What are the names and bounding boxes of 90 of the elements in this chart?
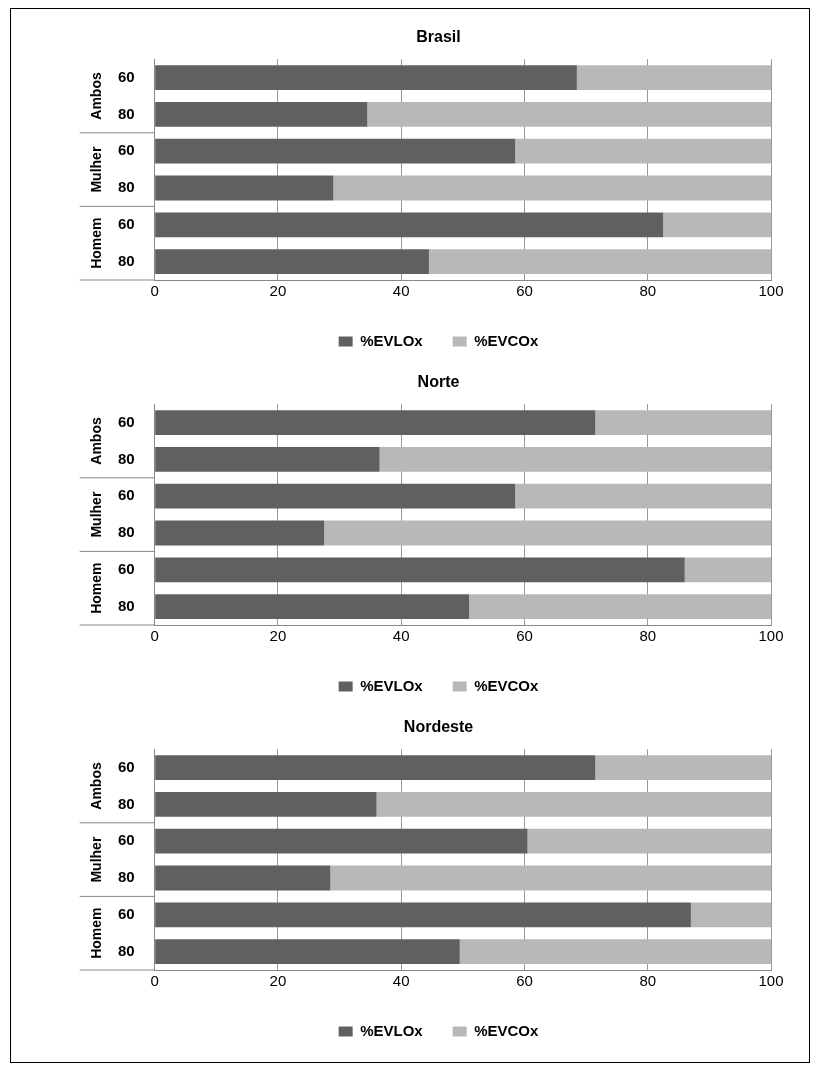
bar [155,939,460,965]
x-tick-label: 20 [269,282,287,300]
legend-label: %EVCOx [474,331,540,349]
text: Mulher [87,146,104,193]
bar [515,138,771,164]
bar [155,410,596,436]
x-tick-label: 60 [516,972,533,990]
bar [663,212,771,238]
chart-title: Norte [417,373,460,391]
y-tick-label: 80 [118,104,135,122]
chart-title: Brasil [416,28,461,46]
y-tick-label: 80 [118,941,135,959]
x-tick-label: 100 [758,282,784,300]
y-tick-label: 80 [118,449,135,467]
bar [379,446,771,472]
bar [459,939,771,965]
bar [330,865,771,891]
y-tick-label: 60 [118,486,135,504]
text: Ambos [87,72,104,120]
y-tick-label: 80 [118,794,135,812]
bar [428,249,771,275]
bar [155,520,325,546]
x-tick-label: 40 [392,627,410,645]
bar [155,65,577,91]
y-tick-label: 60 [118,214,135,232]
y-tick-label: 80 [118,523,135,541]
text: Ambos [87,417,104,465]
y-tick-label: 60 [118,141,135,159]
x-tick-label: 60 [516,627,533,645]
bar [155,791,377,817]
y-tick-label: 60 [118,412,135,430]
bar [155,175,334,201]
bar [155,755,596,781]
y-tick-label: 60 [118,559,135,577]
y-tick-label: 60 [118,757,135,775]
bar [155,902,691,928]
legend-label: %EVCOx [474,1021,540,1039]
y-tick-label: 80 [118,868,135,886]
y-tick-label: 80 [118,596,135,614]
y-tick-label: 60 [118,831,135,849]
bar [595,410,771,436]
bar [155,446,380,472]
bar [155,212,664,238]
bar [155,557,685,583]
text: Homem [87,217,104,269]
x-tick-label: 40 [392,282,410,300]
text: Homem [87,907,104,959]
legend-label: %EVLOx [360,1021,424,1039]
x-tick-label: 80 [639,972,657,990]
bar [690,902,771,928]
bar [469,594,771,620]
chart-title: Nordeste [403,718,474,736]
y-tick-label: 80 [118,251,135,269]
x-tick-label: 80 [639,282,657,300]
bar [155,865,331,891]
x-tick-label: 80 [639,627,657,645]
x-tick-label: 60 [516,282,533,300]
bar [155,101,368,127]
x-tick-label: 20 [269,972,287,990]
bar [155,594,470,620]
text: Mulher [87,836,104,883]
x-tick-label: 40 [392,972,410,990]
x-tick-label: 0 [150,627,159,645]
bar [376,791,771,817]
y-tick-label: 60 [118,904,135,922]
legend-label: %EVLOx [360,331,424,349]
legend-label: %EVLOx [360,676,424,694]
x-tick-label: 0 [150,282,159,300]
legend-label: %EVCOx [474,676,540,694]
x-tick-label: 0 [150,972,159,990]
bar [155,828,528,854]
bar [576,65,771,91]
y-tick-label: 60 [118,67,135,85]
bar [515,483,771,509]
bar [595,755,771,781]
x-tick-label: 100 [758,972,784,990]
bar [324,520,771,546]
bar [155,249,429,275]
text: Mulher [87,491,104,538]
bar [367,101,771,127]
y-tick-label: 80 [118,178,135,196]
bar [527,828,771,854]
bar [684,557,771,583]
bar [155,483,516,509]
bar [333,175,771,201]
x-tick-label: 20 [269,627,287,645]
bar [155,138,516,164]
text: Ambos [87,762,104,810]
x-tick-label: 100 [758,627,784,645]
text: Homem [87,562,104,614]
